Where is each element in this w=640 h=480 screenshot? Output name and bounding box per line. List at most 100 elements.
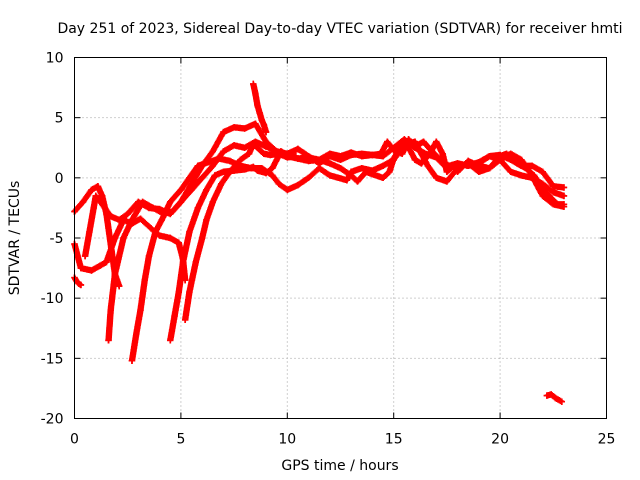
data-point: [343, 177, 351, 184]
data-point: [171, 313, 178, 320]
y-tick-label: -15: [41, 351, 64, 367]
data-point: [192, 258, 199, 266]
series-arc-8: [181, 140, 300, 324]
data-point: [543, 392, 551, 399]
data-point: [241, 166, 248, 173]
data-point: [181, 316, 189, 324]
data-point: [115, 216, 123, 224]
data-point: [203, 186, 210, 194]
data-point: [252, 90, 259, 97]
data-point: [111, 234, 119, 242]
ticks: 0 5 10 15 20 25 10 5 0 -5 -10 -15 -20: [41, 51, 616, 448]
data-point: [411, 156, 419, 163]
data-point: [124, 210, 131, 218]
x-tick-label: 10: [278, 432, 296, 448]
y-tick-label: -20: [41, 412, 64, 428]
x-axis-label: GPS time / hours: [281, 458, 398, 474]
data-point: [294, 145, 302, 153]
data-point: [305, 174, 312, 182]
data-point: [226, 157, 234, 165]
data-point: [226, 168, 234, 176]
data-point: [141, 276, 148, 284]
data-point: [250, 163, 257, 171]
data-point: [96, 262, 104, 269]
data-point: [186, 174, 193, 182]
data-point: [379, 162, 387, 169]
data-point: [194, 162, 202, 169]
data-point: [220, 168, 227, 176]
data-point: [220, 148, 227, 155]
data-point: [111, 270, 119, 278]
data-point: [284, 186, 291, 194]
data-point: [107, 307, 114, 314]
data-point: [560, 201, 568, 208]
data-point: [445, 162, 453, 169]
data-point: [256, 109, 263, 117]
data-point: [539, 192, 546, 200]
y-tick-label: 0: [55, 171, 64, 187]
data-point: [386, 168, 393, 176]
data-point: [475, 168, 483, 176]
data-point: [507, 156, 514, 163]
data-point: [411, 143, 419, 150]
data-point: [145, 252, 153, 260]
data-point: [305, 154, 312, 161]
data-point: [486, 152, 493, 160]
data-point: [252, 120, 259, 127]
data-point: [284, 154, 291, 161]
data-point: [399, 150, 406, 157]
data-point: [147, 225, 155, 232]
data-point: [418, 150, 425, 157]
data-point: [437, 156, 444, 163]
data-point: [88, 186, 95, 194]
data-point: [518, 156, 525, 163]
data-point: [384, 138, 391, 145]
data-point: [88, 267, 95, 274]
data-point: [209, 198, 217, 206]
data-point: [169, 208, 176, 215]
data-point: [518, 162, 525, 169]
data-point: [220, 128, 227, 136]
data-point: [258, 116, 265, 124]
data-point: [316, 165, 323, 172]
data-point: [554, 201, 561, 208]
data-point: [218, 180, 225, 188]
data-point: [250, 140, 257, 148]
data-point: [369, 151, 376, 159]
data-point: [539, 168, 546, 176]
data-point: [198, 174, 206, 182]
y-tick-label: 5: [55, 111, 64, 127]
data-point: [133, 331, 140, 338]
data-point: [326, 172, 334, 179]
x-tick-label: 20: [491, 432, 509, 448]
data-point: [537, 183, 544, 190]
data-point: [390, 146, 397, 154]
data-point: [194, 204, 202, 212]
series-arc-9: [250, 80, 270, 136]
data-point: [175, 288, 182, 296]
data-point: [335, 174, 342, 182]
data-point: [230, 142, 238, 149]
data-point: [262, 128, 270, 136]
data-point: [275, 180, 282, 188]
data-point: [269, 172, 276, 179]
data-point: [139, 198, 146, 206]
data-point: [358, 152, 365, 160]
data-point: [267, 151, 274, 159]
data-point: [254, 167, 261, 174]
data-point: [424, 162, 431, 169]
data-point: [150, 204, 157, 212]
x-tick-label: 5: [176, 432, 185, 448]
data-point: [203, 216, 210, 224]
data-point: [98, 201, 106, 208]
data-point: [92, 192, 99, 200]
data-point: [275, 150, 282, 157]
data-point: [186, 228, 193, 236]
data-point: [177, 198, 185, 206]
data-point: [443, 168, 451, 176]
data-point: [105, 337, 112, 344]
series-arc-7: [167, 136, 568, 344]
data-point: [188, 180, 195, 188]
